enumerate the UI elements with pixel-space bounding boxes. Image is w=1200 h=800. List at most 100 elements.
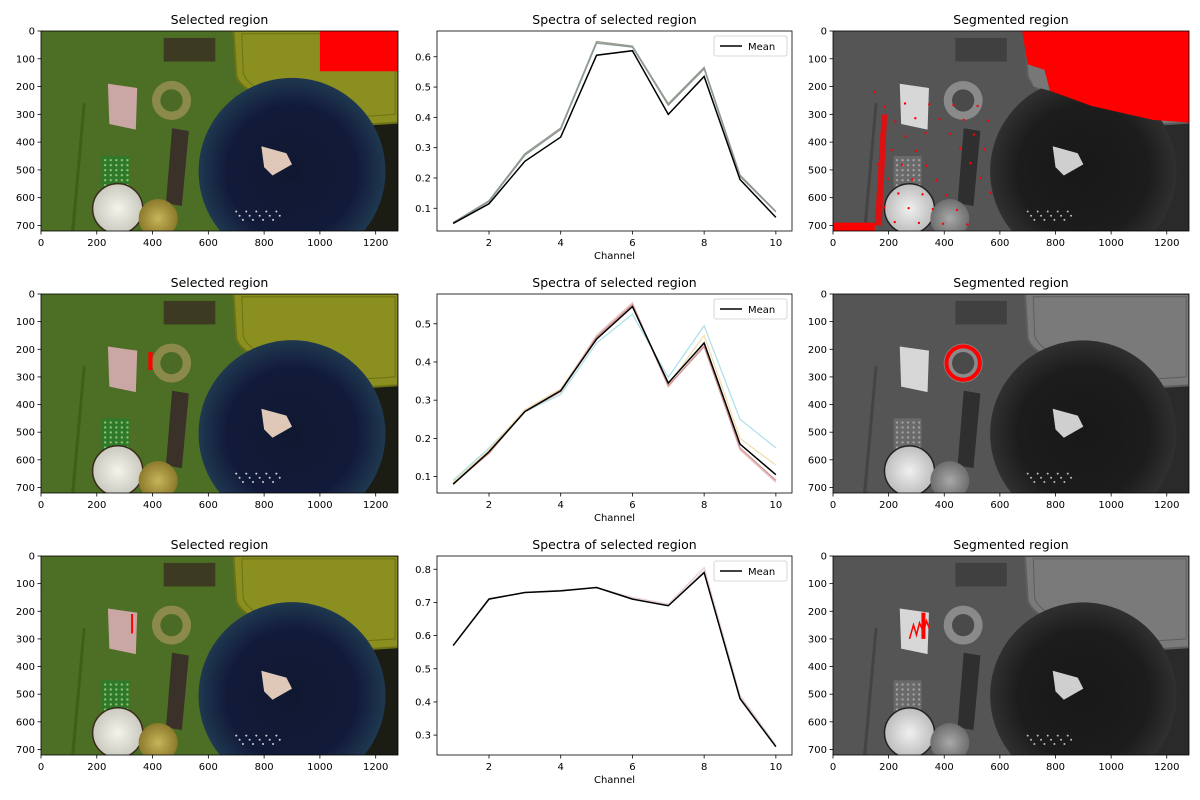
box <box>163 300 216 325</box>
y-tick-label: 500 <box>16 690 35 701</box>
axes-frame <box>436 293 793 494</box>
y-tick-label: 0.2 <box>415 173 431 184</box>
box <box>163 562 216 587</box>
y-tick-label: 0.5 <box>415 664 431 675</box>
image-panel-5: 0 200 400 600 800 1000 1200 0 100 200 300 400 500 600… <box>808 275 1190 511</box>
y-tick-label: 200 <box>808 82 827 93</box>
panel-title: Spectra of selected region <box>532 12 696 27</box>
x-tick-label: 600 <box>990 500 1009 511</box>
plate <box>990 340 1177 493</box>
x-tick-label: 0 <box>38 500 44 511</box>
y-tick-label: 400 <box>808 138 827 149</box>
x-tick-label: 200 <box>87 238 106 249</box>
y-tick-label: 700 <box>16 221 35 232</box>
legend-box <box>713 35 788 57</box>
legend-box <box>713 560 788 582</box>
x-tick-label: 4 <box>558 500 564 511</box>
y-tick-label: 400 <box>16 138 35 149</box>
legend-label: Mean <box>748 42 775 53</box>
legend-label: Mean <box>748 305 775 316</box>
plate <box>990 78 1177 231</box>
x-tick-label: 6 <box>629 762 635 773</box>
x-tick-label: 800 <box>1046 238 1065 249</box>
y-tick-label: 400 <box>16 662 35 673</box>
y-tick-label: 700 <box>16 483 35 494</box>
y-tick-label: 300 <box>808 372 827 383</box>
pen <box>71 365 86 493</box>
image-panel-2: 0 200 400 600 800 1000 1200 0 100 200 300 400 500 600… <box>808 12 1190 249</box>
y-tick-label: 100 <box>808 54 827 65</box>
tape-ring-inner <box>952 613 975 637</box>
plate <box>198 340 386 493</box>
x-tick-label: 800 <box>255 500 274 511</box>
segment-label-bar <box>921 612 926 639</box>
y-tick-label: 500 <box>808 165 827 176</box>
x-tick-label: 200 <box>879 238 898 249</box>
image-content <box>41 294 398 493</box>
image-panel-0: 0 200 400 600 800 1000 1200 0 100 200 300 400 500 600… <box>16 12 399 249</box>
image-content <box>41 556 398 755</box>
y-tick-label: 500 <box>808 690 827 701</box>
legend-box <box>713 298 788 320</box>
x-tick-label: 4 <box>558 762 564 773</box>
x-tick-label: 1200 <box>1154 762 1179 773</box>
pen <box>71 627 86 755</box>
panel-title: Selected region <box>171 275 269 290</box>
x-tick-label: 400 <box>935 500 954 511</box>
panel-title: Selected region <box>171 12 269 27</box>
x-tick-label: 600 <box>199 238 218 249</box>
x-tick-label: 1000 <box>307 500 332 511</box>
x-tick-label: 1000 <box>1098 762 1123 773</box>
pen <box>863 627 878 755</box>
y-tick-label: 200 <box>808 607 827 618</box>
box <box>955 562 1007 587</box>
marker <box>165 390 189 469</box>
x-tick-label: 600 <box>199 762 218 773</box>
x-tick-label: 800 <box>1046 500 1065 511</box>
y-tick-label: 0 <box>821 27 827 38</box>
y-tick-label: 100 <box>808 579 827 590</box>
x-tick-label: 6 <box>629 238 635 249</box>
x-tick-label: 1200 <box>363 762 388 773</box>
y-tick-label: 700 <box>16 745 35 756</box>
segment-tray <box>1022 31 1189 123</box>
box <box>955 300 1007 325</box>
lid <box>930 199 970 231</box>
panel-title: Selected region <box>171 537 269 552</box>
legend-label: Mean <box>748 567 775 578</box>
y-tick-label: 200 <box>16 345 35 356</box>
plate <box>198 77 386 231</box>
y-tick-label: 600 <box>16 193 35 204</box>
marker <box>957 390 981 469</box>
lid <box>138 723 178 755</box>
note <box>261 146 293 176</box>
tape-ring-inner <box>952 351 975 375</box>
y-tick-label: 700 <box>808 483 827 494</box>
y-tick-label: 300 <box>808 634 827 645</box>
x-tick-label: 400 <box>143 238 162 249</box>
x-tick-label: 400 <box>143 762 162 773</box>
y-tick-label: 0.1 <box>415 472 431 483</box>
lid <box>930 461 970 493</box>
y-tick-label: 400 <box>808 400 827 411</box>
paper <box>107 346 138 393</box>
line-panel-4: 2 4 6 8 10 0.1 0.2 0.3 0.4 0.5 Channel Spectra of s… <box>415 275 793 524</box>
tape-ring-inner <box>952 89 975 112</box>
y-tick-label: 600 <box>16 717 35 728</box>
tape-ring-inner <box>160 89 183 112</box>
image-content <box>833 556 1189 755</box>
axes-frame <box>40 555 399 756</box>
y-tick-label: 0 <box>29 290 35 301</box>
x-tick-label: 800 <box>1046 762 1065 773</box>
jar <box>91 182 144 231</box>
panel-title: Segmented region <box>953 275 1068 290</box>
line-panel-1: 2 4 6 8 10 0.1 0.2 0.3 0.4 0.5 0.6 Channel Spectra o… <box>415 12 793 262</box>
x-tick-label: 0 <box>830 238 836 249</box>
x-tick-label: 8 <box>701 762 707 773</box>
panel-title: Spectra of selected region <box>532 275 696 290</box>
x-tick-label: 200 <box>879 500 898 511</box>
segment-ring <box>944 344 982 382</box>
x-tick-label: 0 <box>830 762 836 773</box>
y-tick-label: 500 <box>16 165 35 176</box>
segment-pen <box>874 114 888 226</box>
